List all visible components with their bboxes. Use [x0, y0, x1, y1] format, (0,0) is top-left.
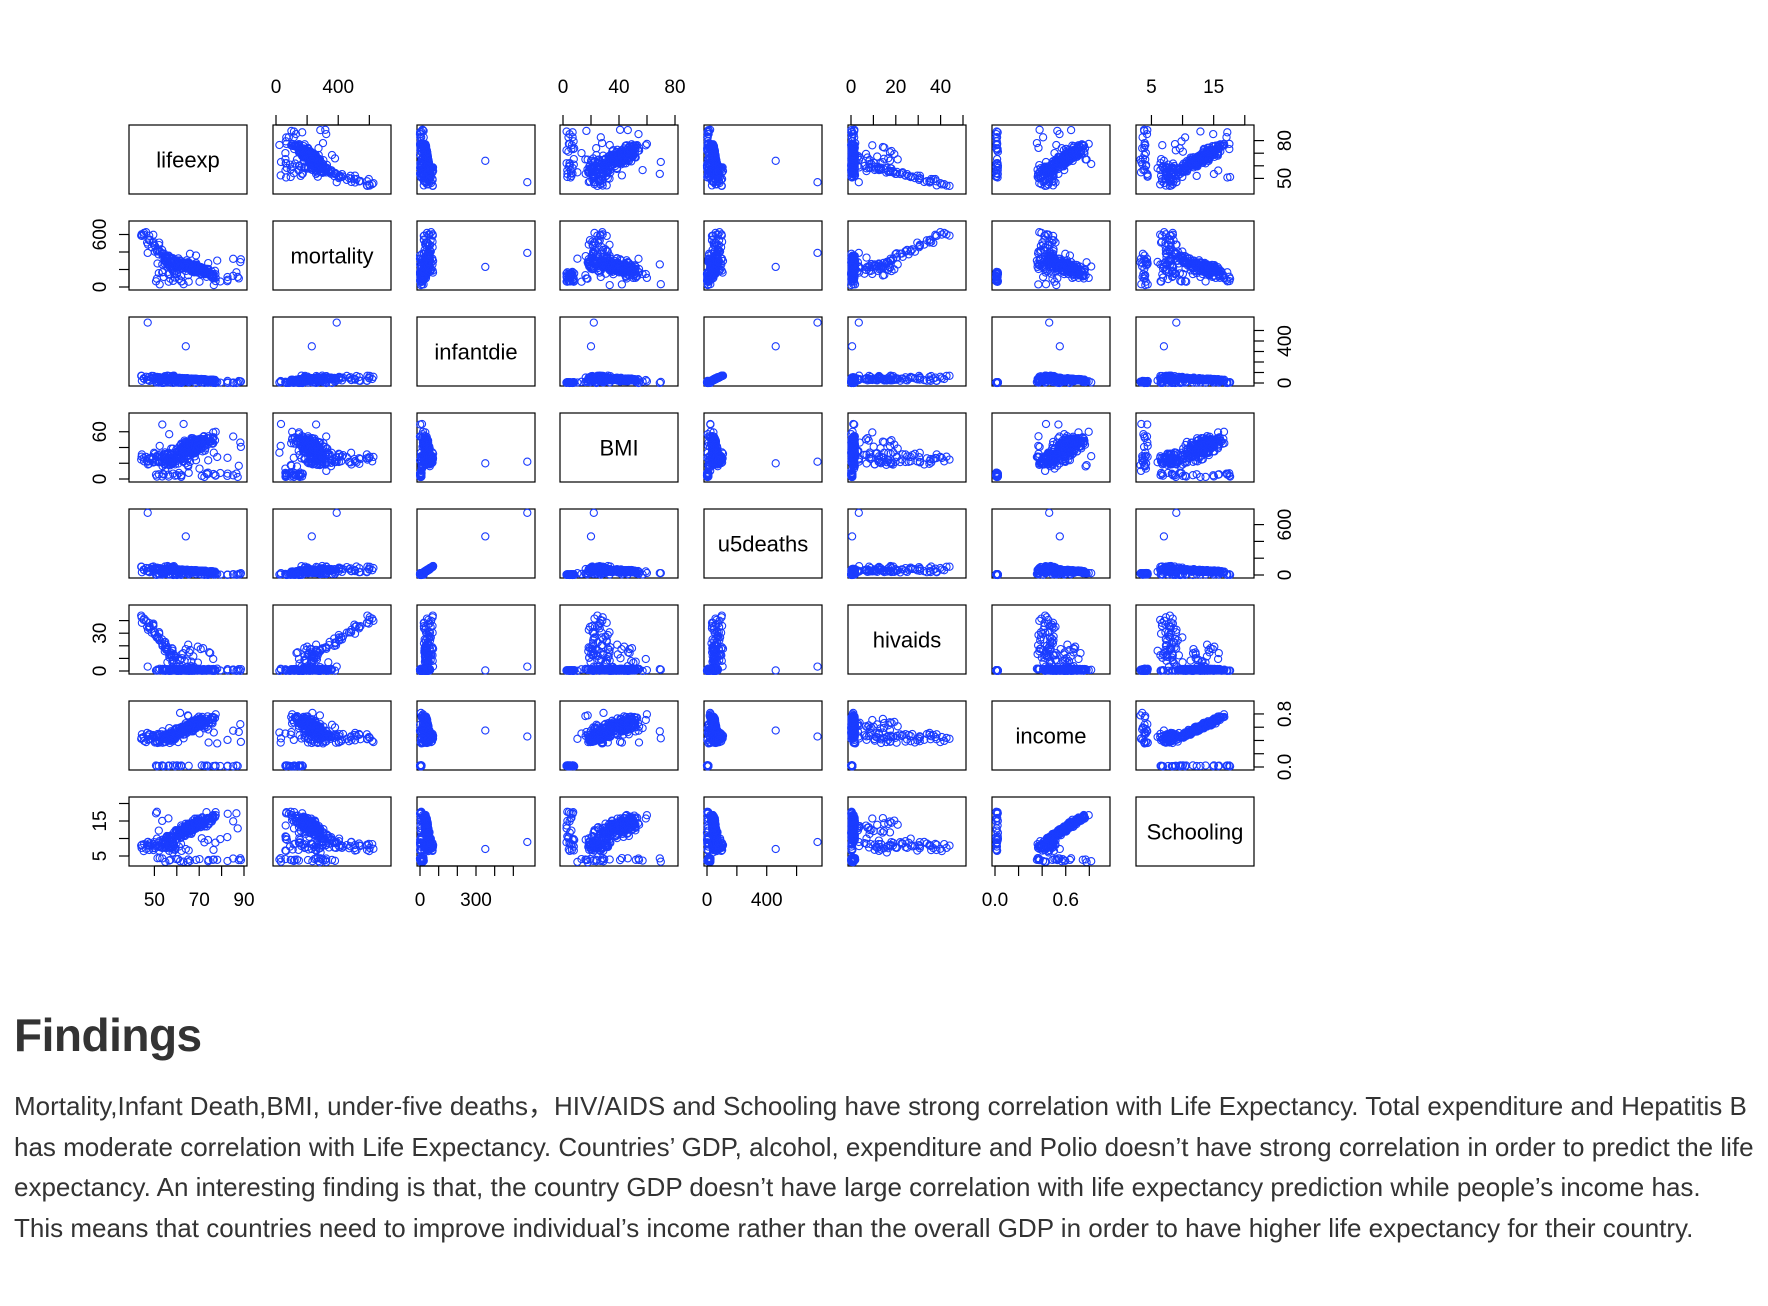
data-point: [606, 141, 613, 148]
data-point: [1036, 126, 1043, 133]
scatter-panel-infantdie-vs-lifeexp: [129, 317, 247, 387]
scatter-panel-lifeexp-vs-BMI: [560, 125, 678, 194]
data-point: [196, 278, 203, 285]
data-point: [593, 145, 600, 152]
data-point: [214, 257, 221, 264]
scatter-panel-mortality-vs-lifeexp: [129, 221, 247, 290]
data-point: [656, 170, 663, 177]
data-point: [482, 263, 489, 270]
data-point: [635, 255, 642, 262]
data-point: [894, 156, 901, 163]
scatter-panel-mortality-vs-income: [992, 221, 1110, 290]
scatterplot-matrix: lifeexpmortalityinfantdieBMIu5deathshiva…: [0, 0, 1768, 980]
data-point: [606, 282, 613, 289]
data-point: [1088, 160, 1095, 167]
data-point: [482, 157, 489, 164]
data-point: [1068, 127, 1075, 134]
scatter-panel-mortality-vs-u5deaths: [703, 221, 822, 290]
data-point: [657, 281, 664, 288]
data-point: [1083, 259, 1090, 266]
data-point: [583, 127, 590, 134]
data-point: [814, 249, 821, 256]
data-point: [365, 175, 372, 182]
data-point: [618, 172, 625, 179]
variable-label: mortality: [290, 244, 373, 269]
data-point: [617, 126, 624, 133]
scatter-panel-lifeexp-vs-hivaids: [848, 125, 966, 194]
data-point: [874, 153, 881, 160]
data-point: [1062, 250, 1069, 257]
data-point: [1053, 141, 1060, 148]
data-point: [624, 127, 631, 134]
data-point: [319, 140, 326, 147]
data-point: [772, 157, 779, 164]
scatter-panel-lifeexp-vs-income: [992, 125, 1110, 194]
data-point: [144, 249, 151, 256]
data-point: [1035, 144, 1042, 151]
diagonal-label-panel-lifeexp: lifeexp: [129, 125, 247, 194]
data-point: [182, 343, 189, 350]
scatter-panel-lifeexp-vs-u5deaths: [703, 125, 822, 194]
data-point: [1159, 142, 1166, 149]
data-point: [1035, 281, 1042, 288]
panel-frame: [1136, 221, 1254, 290]
data-point: [814, 179, 821, 186]
data-point: [144, 319, 151, 326]
data-point: [1197, 128, 1204, 135]
data-point: [1223, 134, 1230, 141]
scatter-panel-mortality-vs-BMI: [560, 221, 678, 290]
data-point: [618, 281, 625, 288]
data-point: [863, 254, 870, 261]
scatter-panel-lifeexp-vs-mortality: [273, 125, 391, 194]
scatter-panel-lifeexp-vs-infantdie: [416, 125, 535, 194]
data-point: [656, 261, 663, 268]
data-point: [1088, 263, 1095, 270]
data-point: [639, 167, 646, 174]
data-point: [317, 127, 324, 134]
data-point: [276, 141, 283, 148]
data-point: [230, 255, 237, 262]
data-point: [1040, 134, 1047, 141]
data-point: [869, 142, 876, 149]
data-point: [524, 179, 531, 186]
data-point: [574, 255, 581, 262]
scatter-panel-lifeexp-vs-Schooling: [1136, 125, 1254, 194]
data-point: [1042, 281, 1049, 288]
data-point: [855, 179, 862, 186]
data-point: [1210, 131, 1217, 138]
data-point: [1193, 172, 1200, 179]
scatter-panel-mortality-vs-Schooling: [1136, 221, 1254, 290]
data-point: [772, 263, 779, 270]
variable-label: lifeexp: [156, 148, 220, 173]
scatter-panel-infantdie-vs-mortality: [273, 317, 391, 387]
data-point: [657, 158, 664, 165]
data-point: [1033, 140, 1040, 147]
scatter-panel-mortality-vs-hivaids: [848, 221, 966, 290]
diagonal-label-panel-mortality: mortality: [273, 221, 391, 290]
scatter-panel-mortality-vs-infantdie: [416, 221, 535, 290]
data-point: [635, 131, 642, 138]
data-point: [293, 156, 300, 163]
data-point: [524, 249, 531, 256]
